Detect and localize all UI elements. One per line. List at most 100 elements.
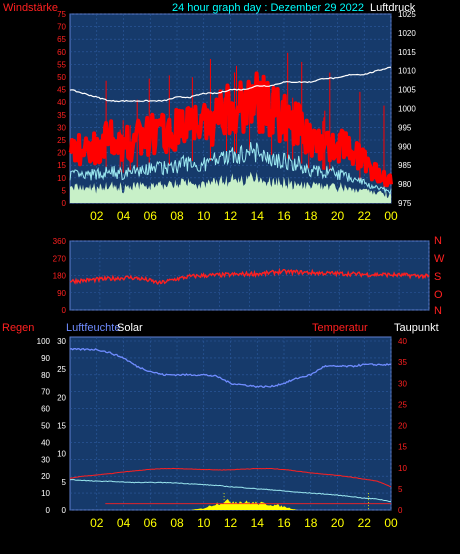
compass-label: O <box>434 289 443 301</box>
x-tick-label: 10 <box>197 516 211 530</box>
panel3-inner-ticks: 0 5 10 15 20 25 30 <box>57 337 66 515</box>
x-tick-label: 06 <box>144 209 158 223</box>
right-tick-label: 980 <box>398 180 412 189</box>
x-tick-label: 12 <box>224 209 238 223</box>
panel3-marks <box>69 347 392 510</box>
left-tick-label: 40 <box>57 98 66 107</box>
x-tick-label: 20 <box>331 516 345 530</box>
solar-tick-label: 10 <box>57 450 66 459</box>
compass-label: N <box>434 235 442 247</box>
x-tick-label: 10 <box>197 209 211 223</box>
humidity-tick-label: 80 <box>41 371 50 380</box>
x-tick-label: 00 <box>384 209 398 223</box>
x-tick-label: 16 <box>277 516 291 530</box>
x-tick-label: 02 <box>90 209 104 223</box>
direction-tick-label: 360 <box>53 237 67 246</box>
right-tick-label: 1025 <box>398 10 416 19</box>
right-tick-label: 1005 <box>398 86 416 95</box>
dewpoint-axis-label: Taupunkt <box>394 322 439 334</box>
humidity-tick-label: 20 <box>41 472 50 481</box>
right-tick-label: 995 <box>398 123 412 132</box>
temperature-tick-label: 20 <box>398 422 407 431</box>
direction-tick-label: 90 <box>57 289 66 298</box>
x-tick-label: 22 <box>358 516 372 530</box>
wind-direction-line <box>69 267 430 286</box>
left-tick-label: 45 <box>57 86 66 95</box>
right-tick-label: 1020 <box>398 29 416 38</box>
direction-tick-label: 180 <box>53 272 67 281</box>
x-tick-label: 18 <box>304 209 318 223</box>
humidity-tick-label: 60 <box>41 405 50 414</box>
humidity-line <box>69 347 392 389</box>
panel1-right-ticks: 975 980 985 990 995 1000 1005 1010 1015 1020 1025 <box>398 10 416 208</box>
humidity-tick-label: 0 <box>46 506 51 515</box>
panel3-right-ticks: 0 5 10 15 20 25 30 35 40 <box>398 337 407 515</box>
left-tick-label: 55 <box>57 60 66 69</box>
panel2-marks <box>69 267 430 286</box>
humidity-tick-label: 40 <box>41 438 50 447</box>
temperature-tick-label: 30 <box>398 379 407 388</box>
x-tick-label: 20 <box>331 209 345 223</box>
wind-axis-label: Windstärke <box>3 2 58 14</box>
solar-tick-label: 15 <box>57 422 66 431</box>
x-tick-label: 04 <box>117 516 131 530</box>
panel1-left-ticks: 0 5 10 15 20 25 30 35 40 45 50 55 60 65 70 75 <box>57 10 66 208</box>
panel3-x-ticks: 02 04 06 08 10 12 14 16 18 20 22 00 <box>90 516 398 530</box>
left-tick-label: 35 <box>57 111 66 120</box>
x-tick-label: 08 <box>170 516 184 530</box>
rain-axis-label: Regen <box>2 322 34 334</box>
left-tick-label: 30 <box>57 123 66 132</box>
humidity-tick-label: 100 <box>37 337 51 346</box>
wind-gust-line <box>68 71 393 188</box>
solar-area <box>70 499 391 510</box>
temperature-axis-label: Temperatur <box>312 322 368 334</box>
solar-tick-label: 0 <box>62 506 67 515</box>
left-tick-label: 60 <box>57 48 66 57</box>
panel1-marks <box>68 52 393 203</box>
left-tick-label: 25 <box>57 136 66 145</box>
right-tick-label: 985 <box>398 161 412 170</box>
temperature-tick-label: 25 <box>398 400 407 409</box>
temperature-tick-label: 5 <box>398 485 403 494</box>
x-tick-label: 14 <box>251 209 265 223</box>
left-tick-label: 70 <box>57 23 66 32</box>
temperature-tick-label: 10 <box>398 464 407 473</box>
solar-tick-label: 5 <box>62 478 67 487</box>
x-tick-label: 08 <box>170 209 184 223</box>
x-tick-label: 00 <box>384 516 398 530</box>
compass-label: S <box>434 271 441 283</box>
panel3-left-ticks: 0 10 20 30 40 50 60 70 80 90 100 <box>37 337 51 515</box>
temperature-tick-label: 35 <box>398 358 407 367</box>
left-tick-label: 75 <box>57 10 66 19</box>
pressure-axis-label: Luftdruck <box>370 2 416 14</box>
left-tick-label: 0 <box>62 199 67 208</box>
panel2-grid <box>70 240 430 311</box>
x-tick-label: 12 <box>224 516 238 530</box>
temperature-tick-label: 15 <box>398 443 407 452</box>
x-tick-label: 18 <box>304 516 318 530</box>
temperature-line <box>69 467 392 488</box>
left-tick-label: 50 <box>57 73 66 82</box>
compass-label: N <box>434 305 442 317</box>
right-tick-label: 975 <box>398 199 412 208</box>
humidity-tick-label: 90 <box>41 354 50 363</box>
solar-tick-label: 30 <box>57 337 66 346</box>
humidity-tick-label: 30 <box>41 455 50 464</box>
x-tick-label: 06 <box>144 516 158 530</box>
chart-title: 24 hour graph day : Dezember 29 2022 <box>172 2 364 14</box>
x-tick-label: 16 <box>277 209 291 223</box>
direction-tick-label: 270 <box>53 254 67 263</box>
right-tick-label: 1010 <box>398 67 416 76</box>
humidity-tick-label: 50 <box>41 422 50 431</box>
panel1-x-ticks: 02 04 06 08 10 12 14 16 18 20 22 00 <box>90 209 398 223</box>
compass-label: W <box>434 253 445 265</box>
temperature-tick-label: 40 <box>398 337 407 346</box>
dewpoint-line <box>69 479 391 503</box>
solar-axis-label: Solar <box>117 322 143 334</box>
left-tick-label: 10 <box>57 174 66 183</box>
temperature-tick-label: 0 <box>398 506 403 515</box>
x-tick-label: 14 <box>251 516 265 530</box>
right-tick-label: 990 <box>398 142 412 151</box>
